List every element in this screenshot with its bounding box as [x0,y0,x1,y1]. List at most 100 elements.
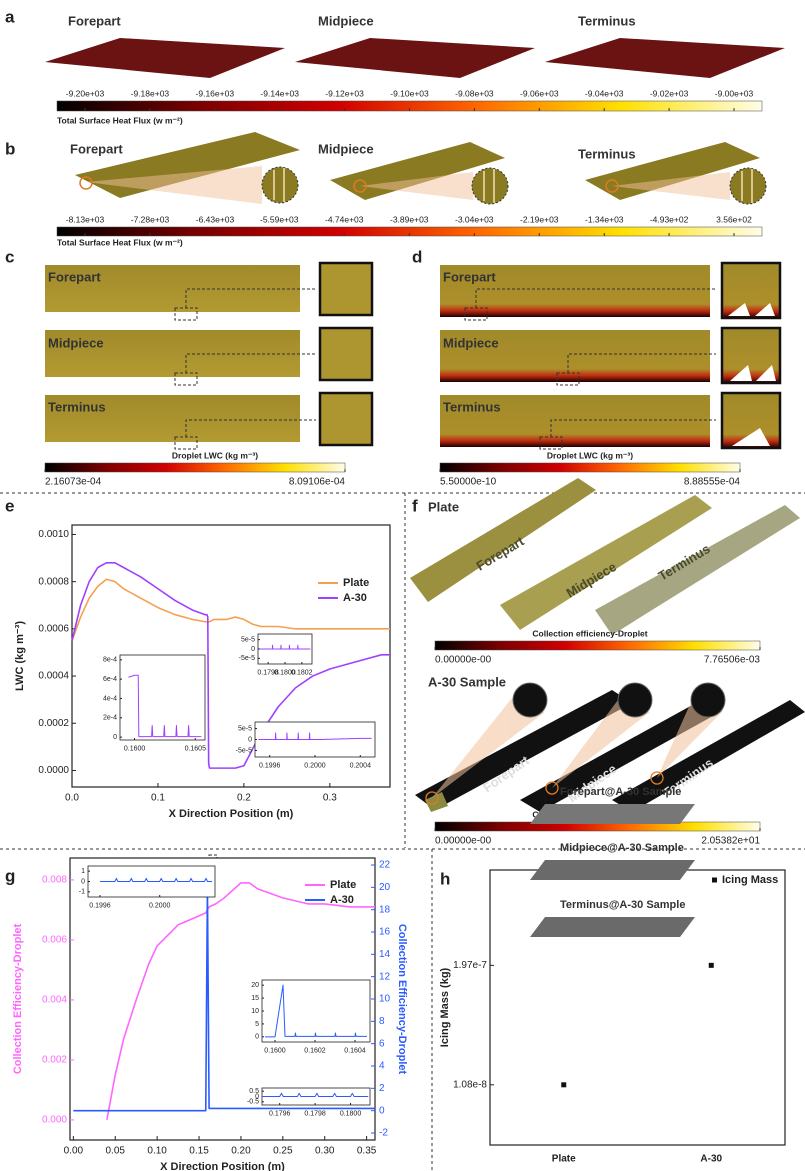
plate-name: Terminus [578,146,636,161]
colorbar-tick-label: -9.16e+03 [196,88,235,98]
y2-tick-label: 14 [379,949,391,960]
legend-label: Icing Mass [722,874,778,886]
x-tick-label: 0.2 [237,793,251,804]
plate-shape [520,698,722,812]
colorbar-tick-label: -3.04e+03 [455,214,494,224]
colorbar [434,640,761,651]
y-tick-label: 5 [255,1021,259,1028]
x-tick-label: 0.05 [106,1146,126,1157]
series-line [265,984,367,1038]
colorbar-title: Droplet LWC (kg m⁻³) [172,450,258,460]
colorbar-tick-label: -2.19e+03 [520,214,559,224]
colorbar-title: Total Surface Heat Flux (w m⁻²) [57,115,183,125]
inset-frame [119,654,206,741]
y-tick-label: 0.0010 [38,529,69,540]
y-tick-label: 4e-4 [103,695,117,702]
x-tick-label: Plate [552,1154,576,1165]
x-tick-label: 0.2000 [304,762,326,769]
colorbar-tick-label: 8.88555e-04 [684,477,741,488]
y-tick-label: 20 [251,982,259,989]
zoom-beam [612,172,730,200]
colorbar-tick-label: 2.16073e-04 [45,477,102,488]
colorbar-tick-label: -9.14e+03 [260,88,299,98]
plate-name: Midpiece [318,13,374,28]
plate-shape [410,478,596,602]
y-tick-label: 0.0002 [38,718,69,729]
separators [0,492,805,1171]
series-line [259,644,311,650]
colorbar-tick-label: -1.34e+03 [585,214,624,224]
x-tick-label: 0.1605 [185,745,207,752]
plate-name: Forepart [70,141,123,156]
colorbar-tick-label: -9.20e+03 [66,88,105,98]
colorbar-title: Droplet LWC (kg m⁻³) [547,450,633,460]
y-tick-label: -5e-5 [236,747,252,754]
zoom-beam [432,698,722,798]
plate-shape [595,505,800,635]
field-image [45,395,300,442]
y-tick-label: 0.5 [249,1088,259,1095]
y2-tick-label: 0 [379,1105,385,1116]
zoom-beam [86,166,262,204]
colorbar-tick-label: -9.08e+03 [455,88,494,98]
y-tick-label: 6e-4 [103,676,117,683]
panel-d: d Forepart Midpiece Terminus [412,247,782,450]
x-tick-label: 0.1996 [89,902,111,909]
y-tick-label: 0.006 [42,935,67,946]
y-tick-label: 0 [81,878,85,885]
x-tick-label: 0.1600 [124,745,146,752]
zoom-box [720,326,782,385]
colorbar-tick-label: -4.74e+03 [325,214,364,224]
y2-tick-label: 6 [379,1038,385,1049]
y-tick-label: 2e-4 [103,715,117,722]
plate-shape [500,495,712,630]
colorbar-title: Collection efficiency-Droplet [532,628,647,638]
plate-shape [612,700,805,812]
series-line [106,882,375,1121]
colorbar-tick-label: 7.76506e-03 [704,655,761,666]
y2-tick-label: 2 [379,1083,385,1094]
x-axis-label: X Direction Position (m) [160,1161,285,1171]
colorbar-tick-label: -3.89e+03 [390,214,429,224]
section-title: A-30 Sample [428,674,506,689]
scatter-point [708,962,714,968]
zoom-circle [261,166,299,204]
panel-label: f [412,496,418,515]
x-tick-label: 0.35 [357,1146,377,1157]
legend-swatch [712,877,717,883]
zoom-stripes [273,168,753,203]
colorbar-tick-label: -7.28e+03 [131,214,170,224]
series-line [262,1092,369,1097]
y2-tick-label: 12 [379,971,391,982]
zoom-arrows [464,288,716,450]
y-tick-label: 0 [251,646,255,653]
y2-tick-label: 8 [379,1016,385,1027]
colorbar-tick-label: -6.43e+03 [196,214,235,224]
panel-label: e [5,496,14,515]
x-tick-label: 0.15 [189,1146,209,1157]
panel-b: b Forepart Midpiece Terminus [5,132,767,205]
plate-name: Terminus [578,13,636,28]
colorbar-tick-label: 2.05382e+01 [701,836,760,847]
zoom-texture [728,303,776,446]
y-axis-label: Icing Mass (kg) [439,967,451,1047]
y-tick-label: 10 [251,1008,259,1015]
y-tick-label: 0.008 [42,875,67,886]
x-tick-label: 0.1798 [304,1110,326,1117]
y-tick-label: 0.0006 [38,623,69,634]
series-line [71,578,390,641]
zoom-marker [353,179,367,193]
y2-axis-label: Collection Efficiency-Droplet [396,924,408,1075]
x-tick-label: A-30 [700,1154,722,1165]
y-tick-label: 0.004 [42,995,67,1006]
y-tick-label: 0 [113,734,117,741]
colorbar [44,462,346,473]
x-tick-label: 0.1996 [259,762,281,769]
sample-strip [530,917,695,937]
row-name: Midpiece [443,335,499,350]
x-tick-label: 0.30 [315,1146,335,1157]
colorbar-tick-label: -9.18e+03 [131,88,170,98]
panel-label: a [5,7,15,26]
x-axis-label: X Direction Position (m) [169,808,294,820]
sample-strip [530,860,695,880]
